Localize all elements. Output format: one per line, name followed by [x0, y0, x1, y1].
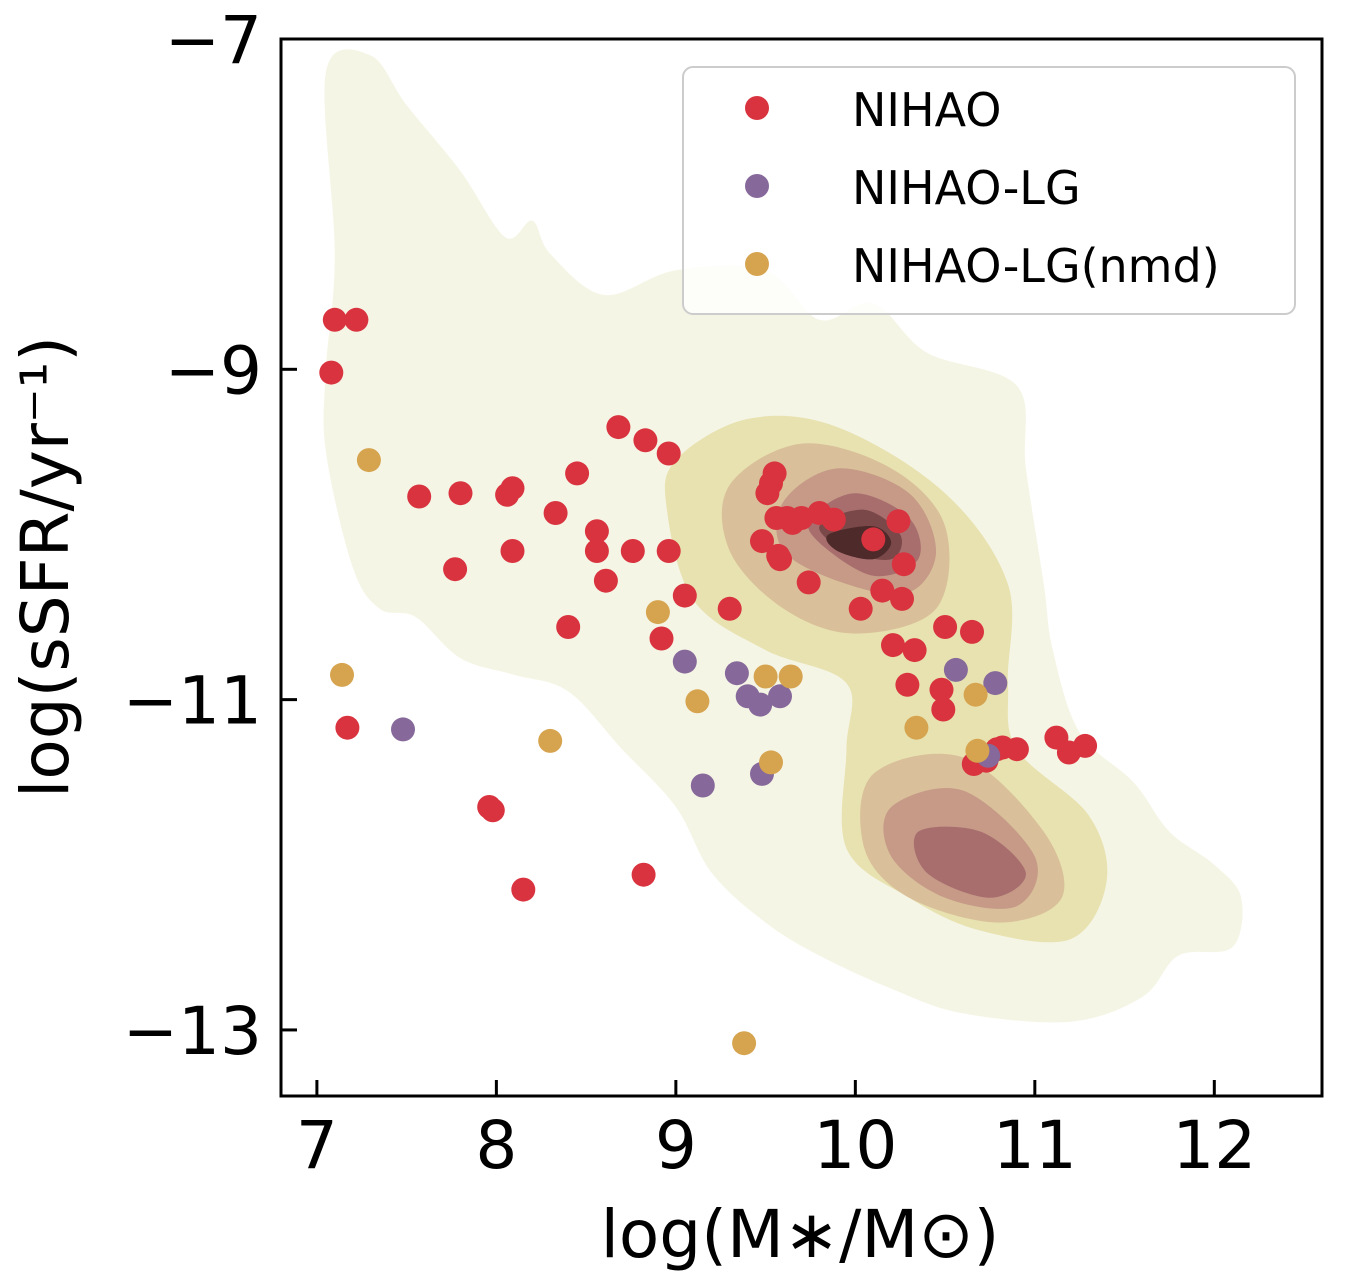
- data-point: [902, 638, 927, 663]
- data-point: [500, 476, 525, 501]
- data-points: [319, 307, 1098, 1056]
- data-point: [690, 773, 715, 798]
- data-point: [724, 661, 749, 686]
- data-point: [960, 619, 984, 644]
- y-axis-label: log(sSFR/yr⁻¹): [7, 336, 84, 798]
- data-point: [861, 527, 886, 552]
- data-point: [543, 501, 568, 525]
- data-point: [672, 583, 697, 608]
- data-point: [633, 428, 658, 453]
- data-point: [593, 568, 618, 593]
- data-point: [391, 717, 415, 742]
- data-point: [584, 519, 609, 544]
- data-point: [344, 307, 369, 332]
- data-point: [768, 547, 792, 572]
- x-axis-label: log(M∗/M⊙): [601, 1196, 1000, 1273]
- data-point: [904, 715, 929, 740]
- data-point: [584, 539, 609, 563]
- y-tick-label: −9: [165, 332, 262, 409]
- data-point: [606, 415, 631, 440]
- x-tick-label: 12: [1172, 1107, 1256, 1184]
- data-point: [538, 728, 563, 753]
- y-tick-label: −7: [165, 2, 262, 79]
- data-point: [656, 539, 681, 563]
- data-point: [983, 671, 1008, 696]
- legend-marker-nihao: [745, 96, 769, 120]
- data-point: [620, 539, 645, 563]
- data-point: [1004, 737, 1029, 762]
- x-axis-ticks: 7 8 9 10 11 12: [296, 1080, 1256, 1184]
- data-point: [886, 509, 911, 534]
- data-point: [645, 600, 670, 625]
- data-point: [443, 557, 468, 582]
- data-point: [943, 657, 968, 682]
- data-point: [356, 448, 381, 473]
- legend-label-nihao-lg: NIHAO-LG: [852, 161, 1081, 215]
- legend-box: [682, 66, 1296, 315]
- data-point: [1073, 733, 1098, 758]
- data-point: [750, 529, 774, 554]
- data-point: [500, 539, 525, 563]
- legend-label-nihao: NIHAO: [852, 83, 1001, 137]
- data-point: [649, 626, 674, 651]
- data-point: [672, 649, 697, 674]
- data-point: [732, 1031, 757, 1056]
- data-point: [335, 715, 360, 740]
- data-point: [330, 662, 354, 687]
- data-point: [556, 615, 581, 639]
- y-tick-label: −13: [123, 993, 262, 1070]
- data-point: [891, 552, 916, 577]
- data-point: [656, 441, 681, 466]
- data-point: [933, 615, 958, 639]
- data-point: [565, 461, 590, 486]
- data-point: [895, 672, 920, 697]
- data-point: [929, 677, 954, 702]
- data-point: [821, 507, 846, 532]
- data-point: [870, 578, 895, 603]
- data-point: [778, 664, 803, 689]
- legend-marker-nihao-lg-nmd: [745, 252, 769, 276]
- data-point: [319, 360, 344, 385]
- legend-label-nihao-lg-nmd: NIHAO-LG(nmd): [852, 239, 1220, 293]
- data-point: [511, 877, 536, 902]
- data-point: [717, 596, 742, 621]
- data-point: [881, 633, 905, 658]
- y-axis-ticks: −7 −9 −11 −13: [123, 2, 297, 1070]
- data-point: [890, 586, 914, 611]
- data-point: [407, 484, 432, 509]
- data-point: [796, 570, 821, 595]
- data-point: [685, 689, 710, 714]
- data-point: [965, 738, 990, 763]
- data-point: [631, 862, 656, 887]
- legend-marker-nihao-lg: [745, 174, 769, 198]
- data-point: [848, 596, 873, 621]
- x-tick-label: 11: [993, 1107, 1077, 1184]
- data-point: [759, 750, 783, 775]
- density-contour-level: [913, 826, 1026, 898]
- data-point: [762, 461, 787, 486]
- plot-frame: [279, 37, 1324, 1098]
- data-point: [322, 307, 347, 332]
- data-point: [748, 692, 773, 717]
- y-tick-label: −11: [123, 663, 262, 740]
- x-tick-label: 9: [655, 1107, 697, 1184]
- data-point: [753, 664, 778, 689]
- data-point: [480, 798, 505, 823]
- legend: NIHAO NIHAO-LG NIHAO-LG(nmd): [682, 66, 1296, 315]
- data-point: [931, 697, 956, 722]
- data-point: [448, 481, 473, 506]
- data-point: [768, 684, 792, 709]
- data-point: [963, 682, 988, 707]
- x-tick-label: 7: [296, 1107, 338, 1184]
- x-tick-label: 10: [813, 1107, 897, 1184]
- x-tick-label: 8: [475, 1107, 517, 1184]
